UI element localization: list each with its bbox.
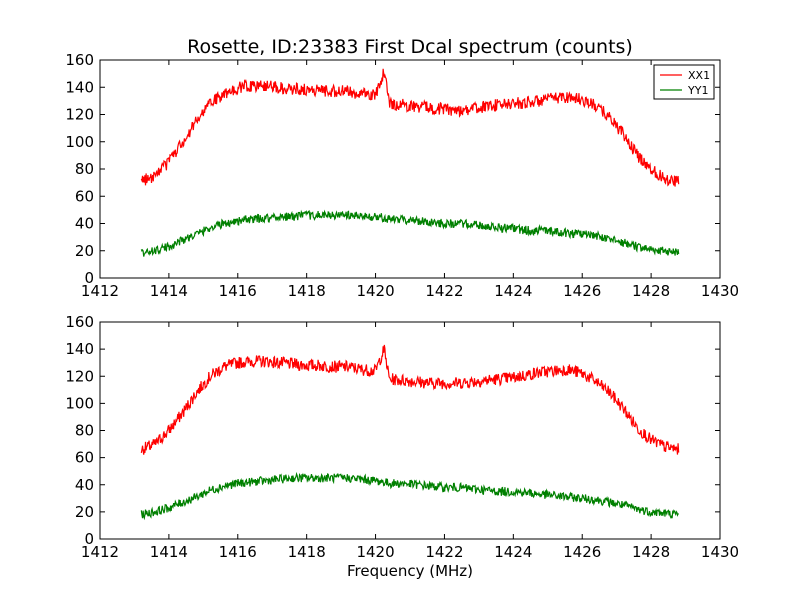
legend-label: YY1 [687,84,708,97]
x-axis-label: Frequency (MHz) [347,562,473,580]
series-line-series-0 [140,344,680,455]
bottom-panel: 1412 1414 1416 1418 1420 1422 1424 1426 1428 1430… [65,313,739,580]
x-tick-label: 1418 [288,282,326,300]
y-tick-label: 160 [65,313,94,331]
y-tick-label: 160 [65,51,94,69]
x-tick-label: 1426 [563,543,601,561]
x-tick-label: 1422 [425,543,463,561]
y-tick-label: 20 [75,503,94,521]
y-tick-label: 60 [75,449,94,467]
x-tick-label: 1430 [701,543,739,561]
y-tick-label: 140 [65,340,94,358]
x-tick-label: 1412 [81,282,119,300]
y-tick-label: 100 [65,133,94,151]
x-tick-label: 1412 [81,543,119,561]
x-tick-label: 1420 [356,282,394,300]
top-panel: 1412 1414 1416 1418 1420 1422 1424 1426 1428 1430… [65,36,739,300]
x-tick-label: 1430 [701,282,739,300]
y-tick-label: 40 [75,215,94,233]
y-tick-label: 80 [75,160,94,178]
x-tick-label: 1424 [494,543,532,561]
x-tick-label: 1420 [356,543,394,561]
legend-label: XX1 [688,69,710,82]
x-tick-label: 1416 [219,543,257,561]
legend-box [653,64,715,100]
y-tick-label: 0 [84,530,94,548]
x-tick-label: 1422 [425,282,463,300]
series-line-xx1 [140,68,680,187]
series-line-series-1 [140,471,679,521]
x-tick-label: 1416 [219,282,257,300]
x-tick-label: 1414 [150,282,188,300]
y-tick-label: 0 [84,269,94,287]
y-tick-label: 80 [75,422,94,440]
y-tick-label: 20 [75,242,94,260]
y-tick-label: 60 [75,187,94,205]
x-tick-label: 1414 [150,543,188,561]
x-tick-label: 1428 [632,543,670,561]
x-tick-label: 1426 [563,282,601,300]
y-tick-label: 40 [75,476,94,494]
series-line-yy1 [140,209,680,257]
y-tick-label: 140 [65,78,94,96]
x-tick-label: 1424 [494,282,532,300]
y-tick-label: 120 [65,367,94,385]
chart-title: Rosette, ID:23383 First Dcal spectrum (c… [187,36,633,58]
y-tick-label: 120 [65,106,94,124]
x-tick-label: 1428 [632,282,670,300]
x-tick-label: 1418 [288,543,326,561]
y-tick-label: 100 [65,394,94,412]
